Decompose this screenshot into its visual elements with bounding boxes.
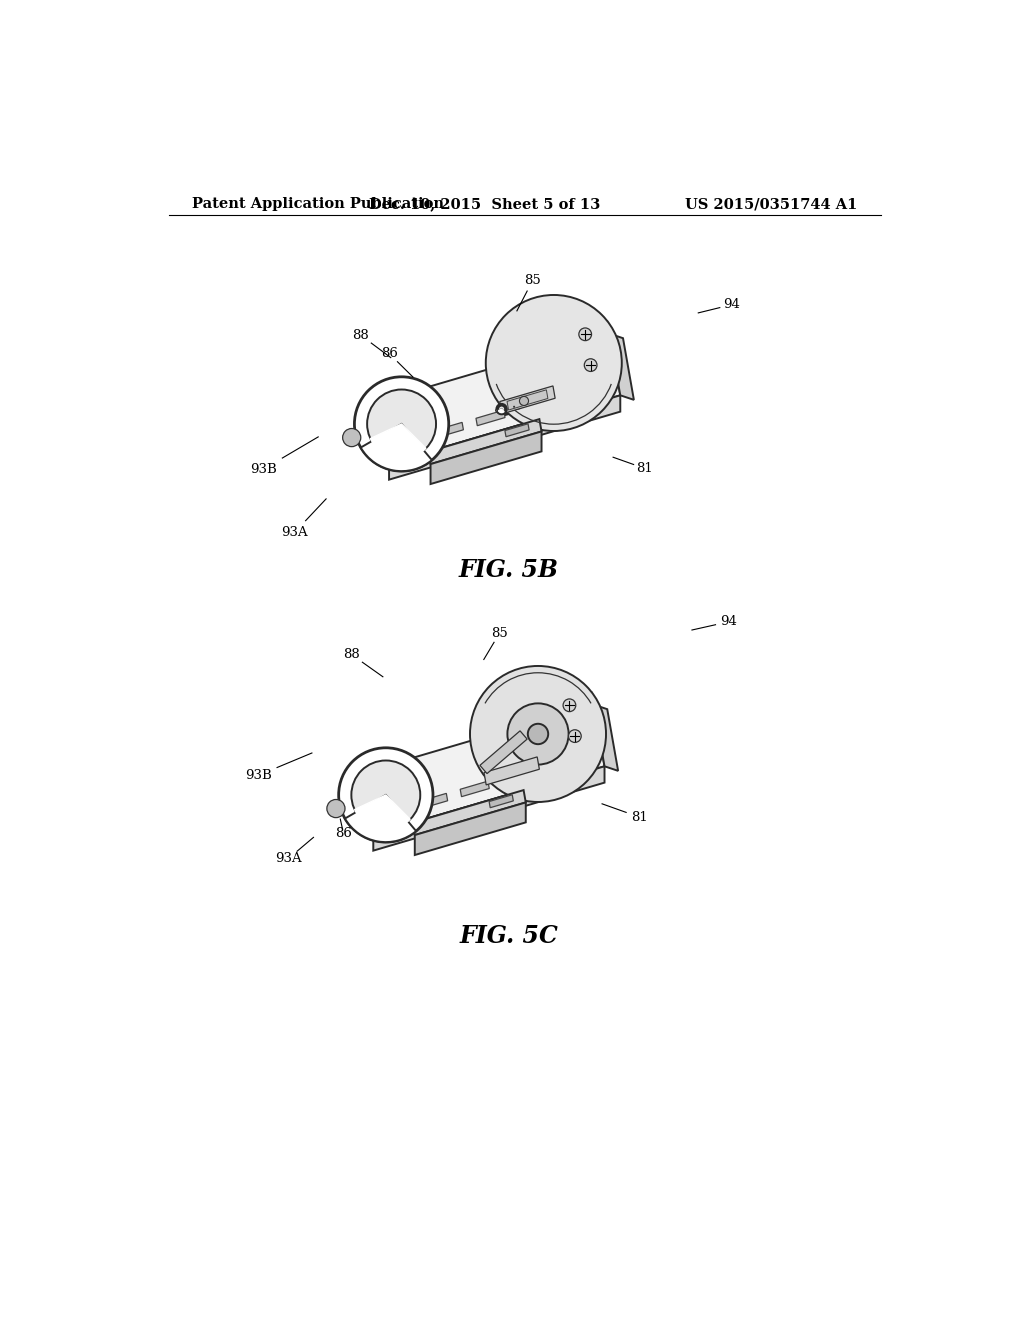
Circle shape [563,698,575,711]
Text: 88: 88 [352,329,370,342]
Text: Patent Application Publication: Patent Application Publication [193,197,444,211]
Polygon shape [507,389,548,411]
Polygon shape [512,405,517,408]
Circle shape [579,327,592,341]
Text: 93B: 93B [250,463,276,477]
Polygon shape [500,407,504,412]
Circle shape [351,760,420,829]
Polygon shape [476,411,505,425]
Polygon shape [514,399,523,405]
Text: 81: 81 [636,462,653,475]
Polygon shape [348,781,371,826]
Wedge shape [499,409,504,413]
Text: FIG. 5B: FIG. 5B [459,558,559,582]
Polygon shape [389,395,621,479]
Polygon shape [505,409,508,411]
Circle shape [568,730,582,742]
Polygon shape [609,334,634,400]
Text: 81: 81 [631,810,647,824]
Text: 88: 88 [343,648,359,661]
Polygon shape [512,405,516,408]
Wedge shape [360,424,432,471]
Text: 93A: 93A [282,525,308,539]
Text: 86: 86 [335,826,352,840]
Polygon shape [419,793,447,809]
Polygon shape [509,408,512,409]
Polygon shape [362,705,604,834]
Polygon shape [505,409,516,413]
Polygon shape [364,411,386,455]
Text: 94: 94 [723,298,739,312]
Circle shape [368,389,436,458]
Circle shape [510,396,524,409]
Polygon shape [428,420,542,465]
Circle shape [527,723,548,744]
Polygon shape [380,400,426,447]
Text: Dec. 10, 2015  Sheet 5 of 13: Dec. 10, 2015 Sheet 5 of 13 [369,197,600,211]
Polygon shape [378,334,621,463]
Circle shape [508,704,568,764]
Circle shape [327,800,345,817]
Polygon shape [480,731,527,774]
Circle shape [497,404,507,414]
Text: 93A: 93A [274,853,302,865]
Text: 85: 85 [492,627,508,640]
Wedge shape [345,795,416,842]
Polygon shape [489,795,513,808]
Polygon shape [415,803,525,855]
Polygon shape [371,808,410,837]
Circle shape [485,294,622,432]
Polygon shape [434,422,464,438]
Circle shape [496,409,498,412]
Circle shape [339,748,433,842]
Polygon shape [505,424,529,437]
Polygon shape [365,771,410,818]
Circle shape [498,405,505,413]
Polygon shape [500,385,555,414]
Text: 93B: 93B [245,768,271,781]
Polygon shape [374,767,604,850]
Circle shape [470,667,606,803]
Wedge shape [371,424,426,458]
Polygon shape [460,781,489,797]
Polygon shape [501,407,524,414]
Polygon shape [500,411,504,413]
Polygon shape [505,411,516,416]
Polygon shape [526,321,614,388]
Polygon shape [498,408,500,412]
Polygon shape [413,791,525,836]
Polygon shape [594,705,618,771]
Text: US 2015/0351744 A1: US 2015/0351744 A1 [685,197,857,211]
Circle shape [354,376,449,471]
Circle shape [585,359,597,371]
Text: FIG. 5C: FIG. 5C [460,924,558,948]
Polygon shape [512,409,515,411]
Wedge shape [354,795,411,829]
Text: 86: 86 [381,347,397,360]
Polygon shape [523,400,525,407]
Polygon shape [386,437,426,466]
Circle shape [519,396,528,405]
Circle shape [343,429,360,446]
Polygon shape [430,432,542,484]
Wedge shape [498,409,505,414]
Polygon shape [484,756,540,785]
Polygon shape [511,692,599,759]
Text: 94: 94 [720,615,736,628]
Polygon shape [500,400,524,413]
Text: 85: 85 [524,273,541,286]
